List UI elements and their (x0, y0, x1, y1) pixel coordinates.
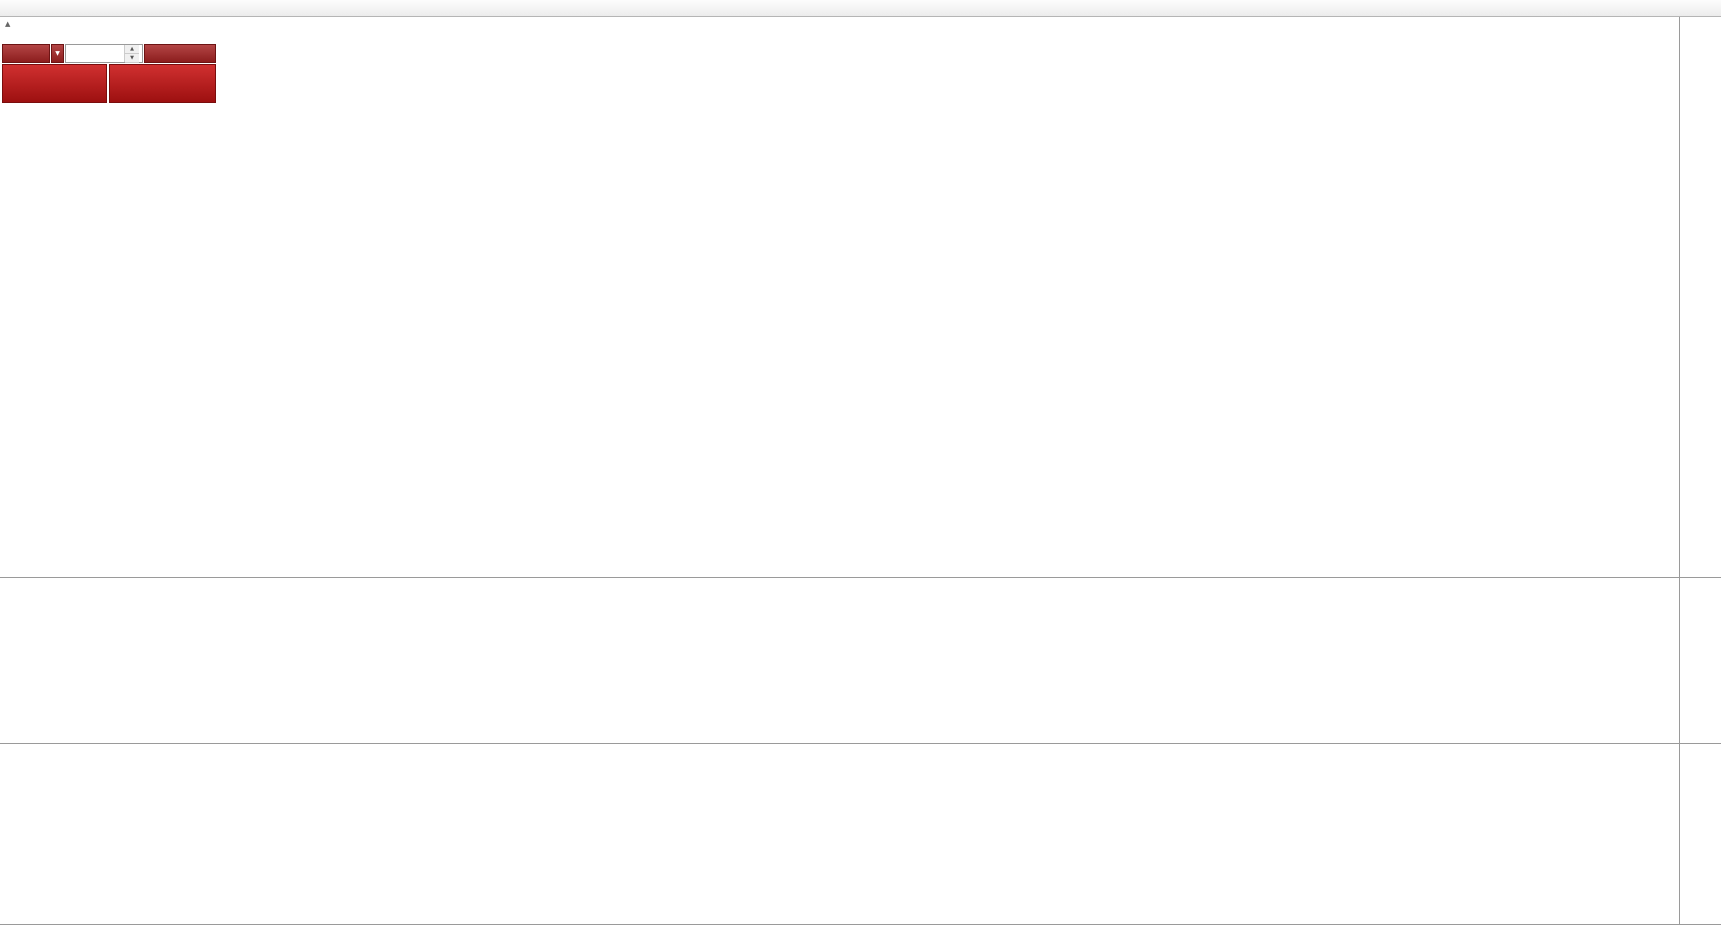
volume-down-button[interactable]: ▼ (125, 54, 139, 63)
one-click-trading-panel: ▼ ▲ ▼ (2, 44, 217, 104)
sell-price-button[interactable] (2, 64, 107, 103)
buy-price-button[interactable] (109, 64, 216, 103)
macd-panel-separator[interactable] (0, 577, 1721, 578)
macd-label (4, 581, 12, 592)
volume-field: ▲ ▼ (65, 44, 143, 63)
volume-dropdown-button[interactable]: ▼ (51, 44, 64, 63)
price-scale-border (1679, 17, 1680, 924)
rsi-panel-separator[interactable] (0, 743, 1721, 744)
rsi-panel-canvas[interactable] (0, 744, 1679, 924)
time-axis-separator (0, 924, 1721, 925)
chart-collapse-icon[interactable]: ▲ (5, 20, 11, 28)
macd-panel-canvas[interactable] (0, 578, 1679, 743)
volume-stepper: ▲ ▼ (124, 45, 139, 63)
rsi-label (4, 747, 8, 758)
sell-button[interactable] (2, 44, 50, 63)
price-chart-canvas[interactable] (0, 17, 1679, 577)
toolbar (0, 0, 1721, 17)
chart-title: ▲ (5, 20, 22, 28)
volume-input[interactable] (66, 45, 124, 62)
volume-up-button[interactable]: ▲ (125, 45, 139, 54)
buy-button[interactable] (144, 44, 216, 63)
